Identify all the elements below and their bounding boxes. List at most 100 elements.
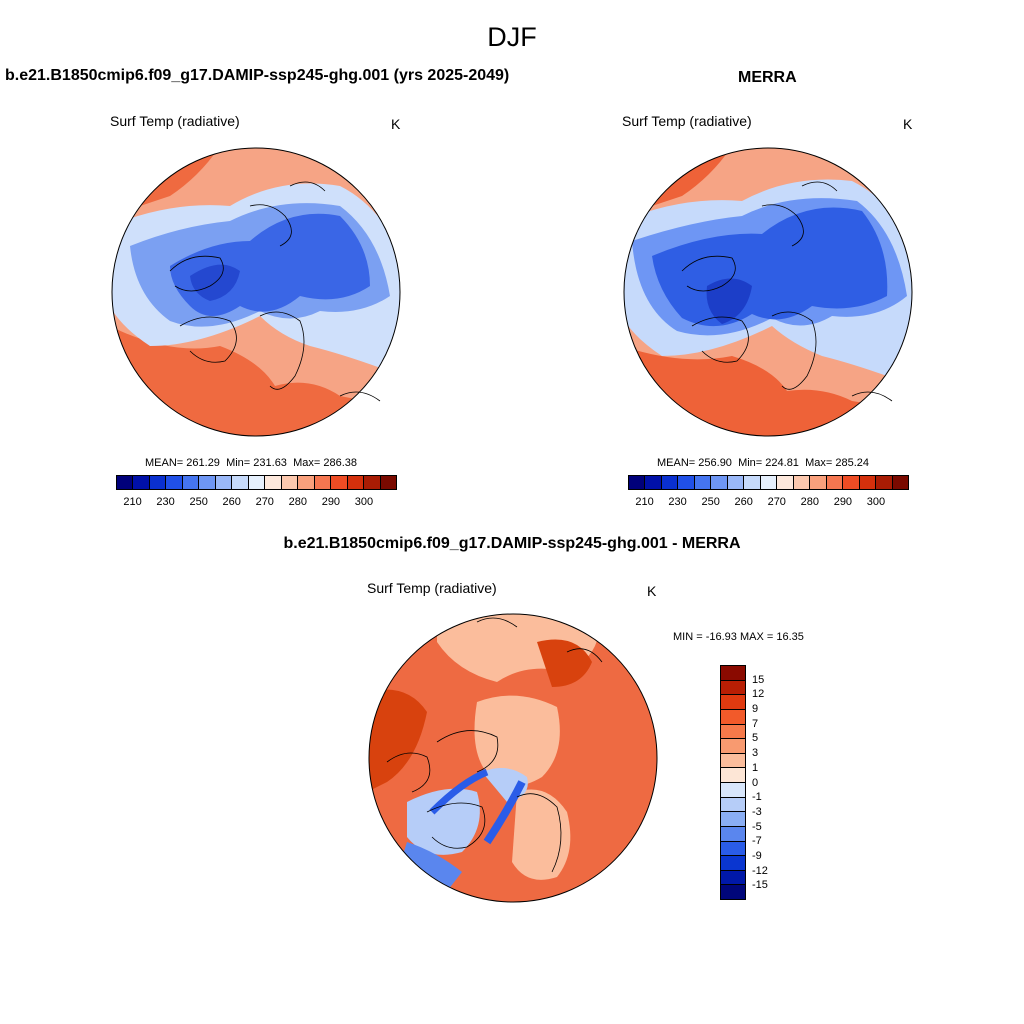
colorbar-swatch <box>777 476 794 489</box>
map-coldest-region <box>706 278 752 324</box>
panel-model-title: b.e21.B1850cmip6.f09_g17.DAMIP-ssp245-gh… <box>5 67 510 84</box>
map-blue-streak <box>429 768 489 815</box>
figure-title: DJF <box>487 22 537 52</box>
map-dark-region <box>369 689 427 792</box>
mean-value: 261.29 <box>186 457 220 469</box>
colorbar-tick-label: 270 <box>255 496 274 508</box>
panel-diff-colorbar <box>720 665 746 900</box>
colorbar-swatch <box>721 797 745 813</box>
colorbar-swatch <box>721 885 745 899</box>
colorbar-swatch <box>721 666 745 681</box>
map-hot-region <box>112 326 400 436</box>
min-label: Min= <box>738 457 763 469</box>
colorbar-swatch <box>215 476 233 489</box>
panel-diff-title: b.e21.B1850cmip6.f09_g17.DAMIP-ssp245-gh… <box>283 535 741 552</box>
colorbar-tick-label: 300 <box>354 496 374 508</box>
panel-merra-units: K <box>903 116 913 132</box>
map-coastlines <box>681 181 893 402</box>
colorbar-swatch <box>380 476 396 489</box>
colorbar-swatch <box>721 783 745 798</box>
colorbar-swatch <box>721 856 745 871</box>
panel-merra-colorbar <box>628 475 909 490</box>
colorbar-swatch <box>892 476 908 489</box>
colorbar-swatch <box>182 476 200 489</box>
panel-diff-variable: Surf Temp (radiative) <box>367 580 497 596</box>
colorbar-tick-label: 230 <box>156 496 175 508</box>
colorbar-swatch <box>810 476 827 489</box>
colorbar-swatch <box>331 476 348 489</box>
panel-merra-variable: Surf Temp (radiative) <box>622 113 752 129</box>
colorbar-swatch <box>843 476 860 489</box>
max-value: 286.38 <box>323 457 357 469</box>
map-light-region <box>474 695 560 786</box>
colorbar-swatch <box>645 476 662 489</box>
min-value: -16.93 <box>705 631 737 643</box>
panel-model-variable: Surf Temp (radiative) <box>110 113 240 129</box>
colorbar-swatch <box>629 476 646 489</box>
mean-label: MEAN= <box>145 457 184 469</box>
colorbar-tick-label: 230 <box>668 496 687 508</box>
colorbar-swatch <box>661 476 679 489</box>
colorbar-swatch <box>721 812 745 827</box>
colorbar-swatch <box>166 476 183 489</box>
colorbar-tick-label: -9 <box>752 849 762 862</box>
max-label: Max= <box>293 457 321 469</box>
colorbar-tick-label: 300 <box>866 496 886 508</box>
colorbar-swatch <box>826 476 844 489</box>
panel-model-map <box>111 147 401 437</box>
panel-merra-title: MERRA <box>738 69 797 86</box>
colorbar-tick-label: 9 <box>752 703 759 716</box>
colorbar-swatch <box>232 476 249 489</box>
colorbar-swatch <box>721 695 745 710</box>
colorbar-swatch <box>117 476 134 489</box>
mean-label: MEAN= <box>657 457 696 469</box>
colorbar-swatch <box>721 768 745 783</box>
colorbar-swatch <box>721 826 745 842</box>
panel-model-stats: MEAN= 261.29 Min= 231.63 Max= 286.38 <box>145 457 357 469</box>
panel-model-units: K <box>391 116 401 132</box>
colorbar-swatch <box>364 476 381 489</box>
colorbar-tick-label: -7 <box>752 835 762 848</box>
map-coastlines <box>386 617 603 873</box>
colorbar-tick-label: 15 <box>752 673 765 686</box>
map-border <box>623 147 913 437</box>
colorbar-tick-label: -3 <box>752 805 762 818</box>
panel-merra-stats: MEAN= 256.90 Min= 224.81 Max= 285.24 <box>657 457 869 469</box>
colorbar-tick-label: 260 <box>734 496 753 508</box>
colorbar-swatch <box>149 476 167 489</box>
colorbar-tick-label: -5 <box>752 820 762 833</box>
colorbar-swatch <box>876 476 893 489</box>
panel-diff-stats: MIN = -16.93 MAX = 16.35 <box>673 631 804 643</box>
colorbar-swatch <box>133 476 150 489</box>
map-dark-region <box>537 639 592 687</box>
colorbar-swatch <box>347 476 365 489</box>
map-light-region <box>512 789 571 880</box>
colorbar-swatch <box>721 724 745 740</box>
colorbar-tick-label: 250 <box>701 496 720 508</box>
colorbar-swatch <box>314 476 332 489</box>
colorbar-tick-label: 280 <box>800 496 819 508</box>
colorbar-swatch <box>859 476 877 489</box>
colorbar-tick-label: 7 <box>752 717 759 730</box>
mean-value: 256.90 <box>698 457 732 469</box>
min-label: MIN = <box>673 631 703 643</box>
colorbar-swatch <box>199 476 216 489</box>
colorbar-swatch <box>721 739 745 754</box>
colorbar-swatch <box>298 476 315 489</box>
colorbar-tick-label: 250 <box>189 496 208 508</box>
colorbar-tick-label: 280 <box>288 496 307 508</box>
colorbar-swatch <box>694 476 712 489</box>
colorbar-swatch <box>711 476 728 489</box>
colorbar-tick-label: 260 <box>222 496 241 508</box>
colorbar-tick-label: 12 <box>752 688 765 701</box>
colorbar-tick-label: -15 <box>752 879 768 892</box>
colorbar-swatch <box>760 476 778 489</box>
colorbar-swatch <box>793 476 811 489</box>
panel-model-colorbar <box>116 475 397 490</box>
max-value: 16.35 <box>776 631 804 643</box>
max-value: 285.24 <box>835 457 869 469</box>
colorbar-tick-label: 5 <box>752 732 759 745</box>
panel-diff-units: K <box>647 583 657 599</box>
colorbar-swatch <box>248 476 266 489</box>
colorbar-tick-label: -1 <box>752 791 762 804</box>
